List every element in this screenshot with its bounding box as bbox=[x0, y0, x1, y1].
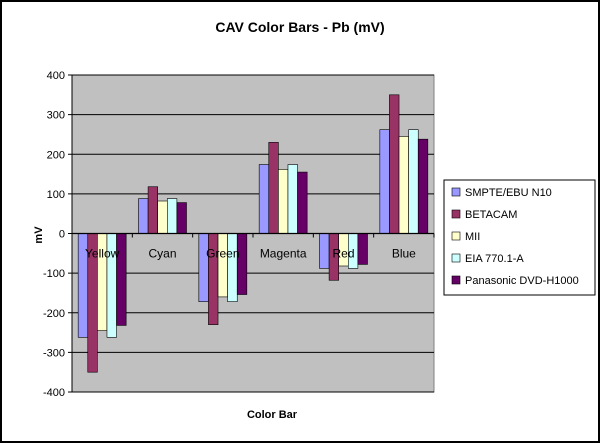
category-label-cyan: Cyan bbox=[148, 247, 176, 261]
bar-blue-2 bbox=[389, 94, 400, 234]
bar-cyan-2 bbox=[147, 186, 159, 234]
legend-swatch-1 bbox=[451, 187, 461, 197]
y-tick-label: -200 bbox=[43, 308, 65, 320]
category-label-green: Green bbox=[206, 247, 239, 261]
bar-blue-1 bbox=[379, 129, 390, 234]
bars bbox=[77, 94, 429, 373]
bar-magenta-2 bbox=[268, 142, 279, 234]
bar-red-5 bbox=[357, 233, 368, 265]
zero-axis bbox=[71, 232, 435, 238]
bar-blue-4 bbox=[408, 129, 419, 234]
bar-red-1 bbox=[319, 233, 330, 269]
y-tick-label: -400 bbox=[43, 387, 65, 399]
bar-cyan-4 bbox=[167, 198, 178, 234]
bar-green-5 bbox=[236, 233, 248, 295]
legend-label-5: Panasonic DVD-H1000 bbox=[465, 275, 579, 287]
y-tick-label: 200 bbox=[47, 149, 65, 161]
bar-blue-5 bbox=[417, 138, 429, 234]
y-tick-label: 300 bbox=[47, 110, 65, 122]
grid-lines bbox=[72, 74, 434, 393]
chart-title: CAV Color Bars - Pb (mV) bbox=[215, 19, 384, 35]
legend-label-4: EIA 770.1-A bbox=[465, 253, 524, 265]
bar-cyan-5 bbox=[176, 202, 187, 234]
y-tick-label: 100 bbox=[47, 189, 65, 201]
category-labels: Yellow Cyan Green Magenta Red Blue bbox=[85, 247, 416, 261]
legend-swatch-2 bbox=[451, 209, 461, 219]
bar-magenta-4 bbox=[287, 164, 298, 234]
legend-label-3: MII bbox=[465, 231, 480, 243]
bar-blue-3 bbox=[398, 136, 409, 234]
legend-swatch-3 bbox=[451, 231, 461, 241]
y-tick-label: -300 bbox=[43, 347, 65, 359]
x-axis-title: Color Bar bbox=[247, 409, 298, 421]
legend-swatch-5 bbox=[451, 275, 461, 285]
category-label-blue: Blue bbox=[392, 247, 416, 261]
bar-green-4 bbox=[227, 233, 238, 302]
legend: SMPTE/EBU N10 BETACAM MII EIA 770.1-A Panaso… bbox=[443, 179, 596, 296]
y-axis-title: mV bbox=[33, 226, 45, 244]
y-tick-label: 400 bbox=[47, 70, 65, 82]
bar-magenta-5 bbox=[297, 171, 308, 234]
bar-magenta-1 bbox=[258, 164, 270, 234]
y-tick-label: -100 bbox=[43, 268, 65, 280]
category-label-yellow: Yellow bbox=[85, 247, 120, 261]
bar-magenta-3 bbox=[278, 169, 289, 234]
legend-label-2: BETACAM bbox=[465, 209, 517, 221]
bar-cyan-1 bbox=[138, 198, 149, 234]
bar-green-1 bbox=[198, 233, 209, 302]
category-label-red: Red bbox=[332, 247, 354, 261]
bar-cyan-3 bbox=[157, 200, 168, 234]
bar-green-3 bbox=[217, 233, 228, 298]
y-tick-label: 0 bbox=[59, 229, 65, 241]
category-label-magenta: Magenta bbox=[260, 247, 307, 261]
legend-swatch-4 bbox=[451, 253, 461, 263]
y-axis-ticks: 400 300 200 100 0 -100 -200 -300 -400 bbox=[43, 70, 73, 399]
legend-label-1: SMPTE/EBU N10 bbox=[465, 187, 552, 199]
legend-box bbox=[443, 179, 596, 296]
